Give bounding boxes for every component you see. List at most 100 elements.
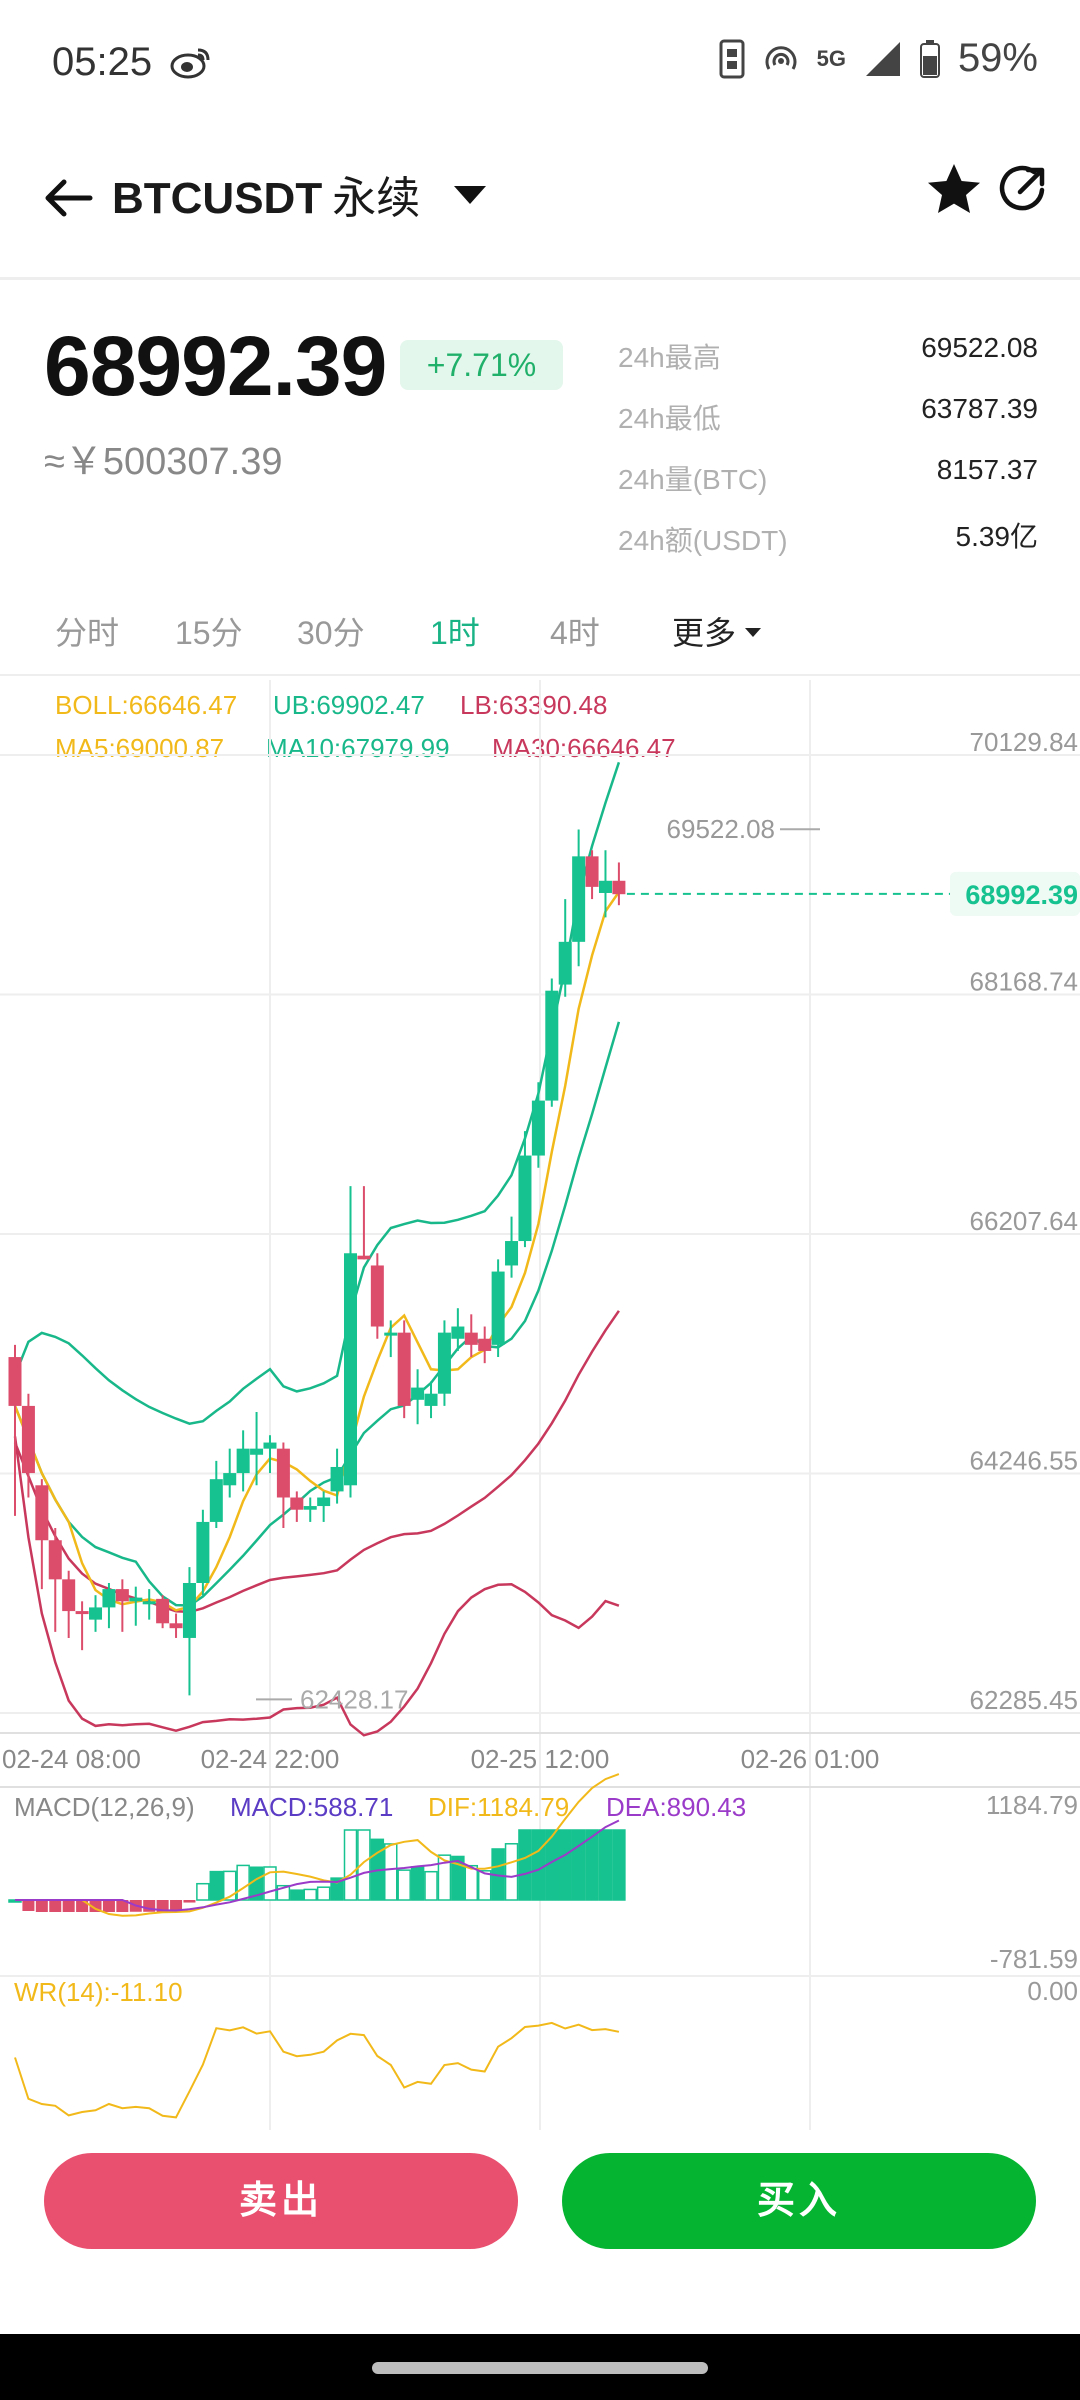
pair-selector[interactable]: BTCUSDT 永续 (112, 162, 420, 226)
candle-body (437, 1332, 451, 1394)
stat-low: 24h最低 63787.39 (618, 391, 1038, 452)
dea-legend: DEA:890.43 (606, 1792, 747, 1822)
candle-body (62, 1579, 76, 1612)
macd-bar (263, 1866, 277, 1901)
macd-bar (22, 1900, 35, 1911)
candle-body (102, 1589, 116, 1608)
tab-1h[interactable]: 1时 (430, 615, 480, 651)
buy-button[interactable]: 买入 (562, 2153, 1036, 2249)
indicator-lines (13, 761, 621, 1737)
candle-body (317, 1497, 331, 1507)
y-axis-label: 68168.74 (970, 967, 1078, 997)
battery-level: 59% (957, 36, 1038, 80)
candle-body (303, 1506, 317, 1510)
stat-label: 24h额(USDT) (618, 525, 788, 556)
ma5-line (13, 891, 620, 1612)
lower-band-line (13, 1436, 620, 1737)
cny-price: ≈￥500307.39 (44, 441, 283, 483)
candle-body (598, 880, 612, 893)
macd-bar (424, 1870, 438, 1901)
macd-bar (89, 1900, 102, 1912)
candle-body (129, 1597, 143, 1602)
candle-body (558, 941, 572, 985)
macd-bar (209, 1870, 224, 1901)
macd-bar (464, 1864, 479, 1901)
candle-body (89, 1607, 103, 1620)
signal-icon (865, 41, 900, 76)
macd-bar (276, 1884, 291, 1901)
status-bar: 05:25 5G 59% (0, 0, 1080, 130)
macd-bar (477, 1870, 492, 1901)
stat-label: 24h最低 (618, 403, 721, 434)
macd-bar (116, 1900, 129, 1912)
candle-body (464, 1332, 478, 1345)
macd-bar (343, 1829, 358, 1901)
macd-bar (437, 1854, 452, 1901)
candle-body (115, 1589, 129, 1602)
wr-line (14, 2021, 620, 2119)
current-price-label: 68992.39 (965, 880, 1078, 910)
candle-body (478, 1338, 492, 1351)
candle-body (384, 1332, 398, 1336)
macd-min-label: -781.59 (990, 1944, 1078, 1974)
candle-body (451, 1326, 465, 1339)
tab-4h[interactable]: 4时 (550, 615, 600, 651)
macd-bar (170, 1900, 183, 1912)
x-axis-label: 02-24 08:00 (2, 1744, 141, 1774)
lb-legend: LB:63390.48 (460, 690, 608, 720)
macd-bar (249, 1866, 264, 1901)
tab-more[interactable]: 更多 (672, 608, 762, 654)
contract-type: 永续 (332, 174, 421, 223)
candle-body (48, 1540, 62, 1580)
weibo-icon (170, 48, 210, 79)
stats-panel: 24h最高 69522.08 24h最低 63787.39 24h量(BTC) 815… (618, 330, 1038, 574)
candle-body (209, 1479, 223, 1522)
dif-legend: DIF:1184.79 (428, 1792, 570, 1822)
tab-timeshare[interactable]: 分时 (55, 615, 120, 651)
y-axis-label: 66207.64 (970, 1206, 1078, 1236)
trade-bar: 卖出 买入 (0, 2130, 1080, 2340)
candle-body (276, 1448, 290, 1498)
share-icon[interactable] (996, 162, 1050, 216)
candle-body (236, 1448, 250, 1474)
more-label: 更多 (672, 615, 737, 651)
macd-bar (156, 1900, 169, 1912)
macd-bar (451, 1855, 465, 1901)
macd-bar (357, 1829, 371, 1901)
macd-bar (545, 1829, 559, 1901)
macd-bar (558, 1829, 572, 1901)
change-badge: +7.71% (400, 340, 563, 390)
x-axis-label: 02-26 01:00 (741, 1744, 880, 1774)
candle-body (290, 1497, 304, 1510)
home-handle[interactable] (372, 2362, 708, 2374)
candle-body (370, 1265, 384, 1327)
macd-bar (236, 1864, 250, 1901)
candle-body (612, 880, 626, 895)
ma10-legend: MA10:67979.99 (266, 733, 450, 763)
low-marker-label: 62428.17 (300, 1684, 408, 1714)
macd-bar (316, 1886, 331, 1901)
battery-icon (919, 39, 940, 78)
candle-body (75, 1611, 89, 1615)
tab-15m[interactable]: 15分 (175, 615, 243, 651)
chevron-down-icon (745, 628, 762, 637)
favorite-star-icon[interactable] (924, 160, 984, 220)
chevron-down-icon[interactable] (450, 176, 490, 216)
stat-label: 24h最高 (618, 342, 721, 373)
sell-button[interactable]: 卖出 (44, 2153, 518, 2249)
upper-band-line (13, 761, 621, 1425)
current-price-tag (950, 871, 1080, 916)
interval-tabs: 分时 15分 30分 1时 4时 更多 (0, 598, 1080, 676)
macd-bar (222, 1870, 237, 1901)
candle-body (585, 856, 599, 887)
back-arrow-icon[interactable] (40, 168, 100, 228)
last-price: 68992.39 (44, 319, 387, 413)
macd-legend: MACD:588.71 (230, 1792, 394, 1822)
macd-bar (531, 1829, 546, 1901)
macd-bar (410, 1866, 425, 1901)
ma5-legend: MA5:69000.87 (55, 733, 225, 763)
sub-indicators (8, 1773, 626, 2119)
tab-30m[interactable]: 30分 (297, 615, 365, 651)
macd-bar (585, 1829, 599, 1901)
candle-body (142, 1601, 156, 1605)
